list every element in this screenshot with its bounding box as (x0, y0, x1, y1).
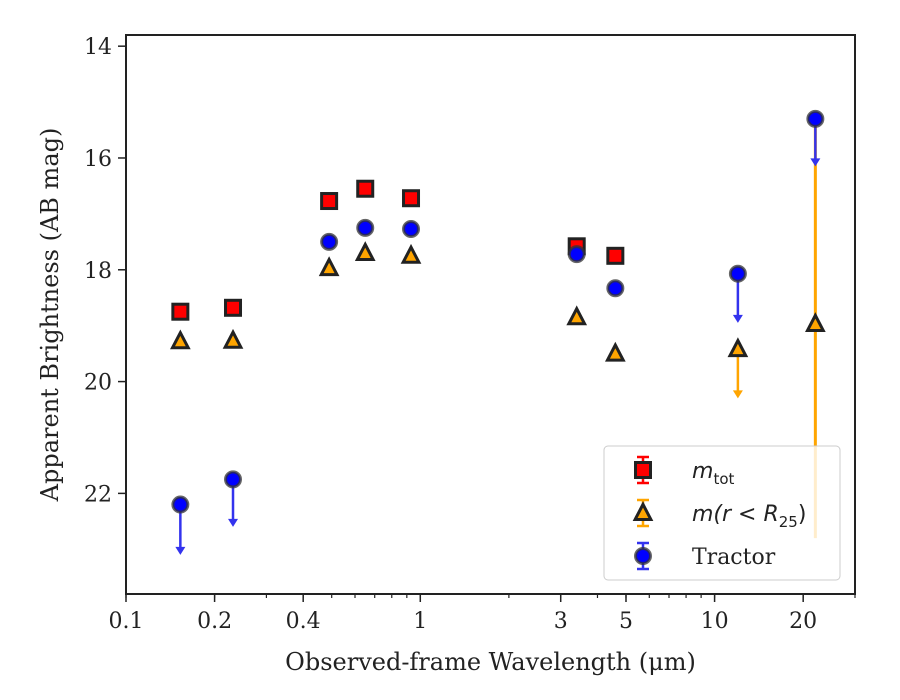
axes: 0.1 0.2 0.4 1 3 5 10 20 14 16 18 20 22 (84, 35, 856, 634)
x-tick-label: 20 (789, 609, 817, 634)
data-point-triangle (222, 328, 244, 349)
data-point-square (171, 302, 190, 321)
data-point-square (606, 246, 625, 265)
x-tick-label: 0.4 (286, 609, 321, 634)
data-point-circle (171, 495, 190, 514)
data-point-triangle (805, 312, 826, 332)
x-tick-label: 0.1 (109, 609, 144, 634)
y-tick-label: 16 (84, 147, 112, 172)
data-point-square (320, 192, 339, 211)
legend-box (603, 445, 841, 581)
data-point-circle (567, 245, 586, 264)
legend-label: m(r < R25) (692, 502, 806, 531)
x-tick-label: 1 (413, 609, 427, 634)
y-tick-label: 20 (84, 371, 112, 396)
upper-limit-arrow-head (732, 314, 743, 323)
data-point-circle (402, 219, 421, 238)
legend-label: mtot (692, 459, 734, 488)
data-point-triangle (400, 243, 422, 264)
y-axis-label: Apparent Brightness (AB mag) (36, 128, 64, 503)
data-point-triangle (318, 256, 340, 277)
data-point-square (356, 179, 375, 198)
data-point-triangle (354, 241, 376, 261)
x-tick-label: 0.2 (197, 609, 232, 634)
legend-marker-square (634, 461, 652, 479)
plot-frame (125, 34, 856, 595)
data-point-square (224, 298, 243, 317)
data-point-triangle (604, 341, 626, 362)
series-circle (171, 109, 825, 555)
plot-area (170, 109, 826, 555)
upper-limit-arrow-head (175, 546, 186, 555)
x-tick-label: 3 (554, 609, 568, 634)
data-point-square (402, 189, 421, 208)
data-point-triangle (170, 329, 191, 350)
x-tick-label: 10 (701, 609, 729, 634)
y-tick-label: 14 (84, 35, 112, 60)
upper-limit-arrow-head (732, 390, 743, 399)
data-point-circle (728, 264, 747, 283)
legend-marker-triangle (632, 501, 654, 521)
y-tick-label: 18 (84, 259, 112, 284)
legend-label: Tractor (692, 545, 776, 570)
x-tick-label: 5 (619, 609, 633, 634)
data-point-circle (356, 218, 375, 237)
legend: mtot m(r < R25) Tractor (603, 445, 841, 581)
legend-marker-circle (634, 547, 652, 565)
data-point-circle (606, 279, 625, 298)
x-axis-label: Observed-frame Wavelength (μm) (285, 648, 696, 676)
data-point-circle (320, 232, 339, 251)
data-point-circle (806, 109, 825, 128)
data-point-triangle (727, 337, 749, 358)
y-tick-label: 22 (84, 482, 112, 507)
data-point-triangle (566, 305, 588, 326)
series-square (171, 179, 625, 321)
upper-limit-arrow-head (228, 518, 239, 527)
upper-limit-arrow-head (810, 158, 821, 167)
data-point-circle (224, 470, 243, 489)
